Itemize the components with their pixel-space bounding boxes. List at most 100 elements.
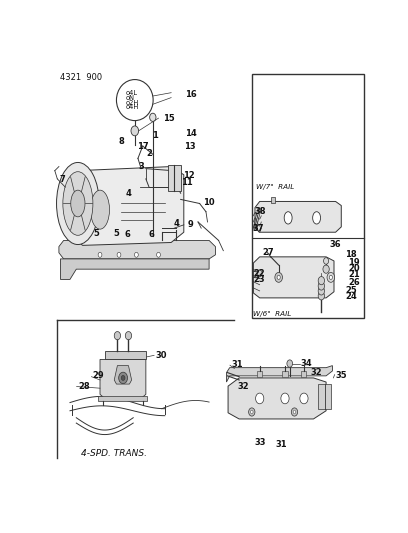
Polygon shape (255, 201, 341, 232)
Polygon shape (253, 257, 334, 298)
Circle shape (318, 282, 324, 290)
Ellipse shape (57, 163, 99, 245)
Text: 4-SPD. TRANS.: 4-SPD. TRANS. (81, 449, 147, 457)
Circle shape (135, 252, 138, 257)
Circle shape (327, 272, 335, 282)
Text: 32: 32 (310, 368, 322, 377)
Circle shape (157, 252, 160, 257)
Circle shape (277, 276, 280, 279)
Circle shape (329, 276, 333, 279)
Text: 26: 26 (348, 278, 360, 287)
Circle shape (117, 252, 121, 257)
Text: oN: oN (125, 95, 134, 101)
Bar (98, 397, 147, 401)
Text: W/6"  RAIL: W/6" RAIL (253, 311, 292, 317)
Text: 6: 6 (124, 230, 130, 239)
Text: 15: 15 (163, 114, 175, 123)
Circle shape (150, 113, 156, 122)
Bar (252, 74, 364, 318)
Text: 23: 23 (253, 275, 265, 284)
Text: 36: 36 (329, 240, 341, 249)
Ellipse shape (313, 212, 321, 224)
Bar (168, 165, 181, 191)
Text: 7: 7 (60, 175, 66, 184)
Text: o4H: o4H (125, 104, 139, 110)
Text: 9: 9 (188, 220, 193, 229)
Text: 20: 20 (348, 264, 360, 273)
Text: 31: 31 (231, 360, 243, 369)
Text: 19: 19 (348, 258, 360, 267)
Text: 34: 34 (301, 359, 313, 368)
Circle shape (323, 265, 329, 273)
Text: 31: 31 (275, 440, 287, 449)
Circle shape (287, 360, 293, 367)
Ellipse shape (84, 178, 116, 241)
Text: 3: 3 (139, 162, 145, 171)
Text: o2H: o2H (125, 100, 139, 106)
Text: 29: 29 (93, 372, 104, 381)
Polygon shape (71, 166, 184, 245)
Text: o4L: o4L (125, 90, 137, 96)
Circle shape (98, 252, 102, 257)
Circle shape (318, 277, 324, 285)
Text: 8: 8 (119, 138, 125, 147)
Text: 30: 30 (155, 351, 167, 360)
Text: 17: 17 (137, 142, 149, 151)
Circle shape (257, 270, 262, 277)
Bar (257, 371, 262, 377)
Text: 13: 13 (184, 142, 195, 151)
Text: 25: 25 (345, 286, 357, 295)
Text: 6: 6 (149, 230, 154, 239)
Bar (282, 371, 288, 377)
Circle shape (293, 410, 296, 414)
Ellipse shape (91, 190, 109, 229)
Text: 14: 14 (185, 129, 197, 138)
Circle shape (255, 393, 264, 404)
Text: 37: 37 (253, 224, 264, 232)
Polygon shape (60, 259, 209, 279)
Text: 2: 2 (146, 149, 152, 158)
Circle shape (300, 393, 308, 404)
Text: 38: 38 (255, 207, 266, 216)
Text: 10: 10 (204, 198, 215, 207)
Text: 4: 4 (174, 219, 180, 228)
Ellipse shape (116, 79, 153, 120)
Circle shape (125, 332, 132, 340)
Circle shape (114, 332, 121, 340)
Bar (271, 197, 275, 204)
Text: 5: 5 (113, 229, 120, 238)
Text: 11: 11 (181, 179, 193, 188)
Text: 24: 24 (345, 292, 357, 301)
Text: 12: 12 (183, 171, 195, 180)
Text: 4321  900: 4321 900 (60, 73, 102, 82)
Circle shape (121, 375, 125, 381)
Polygon shape (226, 366, 333, 382)
Circle shape (275, 272, 282, 282)
Circle shape (131, 126, 139, 136)
Circle shape (251, 410, 253, 414)
Circle shape (324, 257, 328, 264)
Text: 16: 16 (185, 90, 197, 99)
Polygon shape (100, 359, 146, 399)
Circle shape (281, 393, 289, 404)
Polygon shape (59, 240, 215, 259)
Bar (302, 371, 306, 377)
Text: 33: 33 (255, 438, 266, 447)
Bar (105, 351, 146, 359)
Circle shape (318, 287, 324, 295)
Text: 4: 4 (125, 189, 131, 198)
Text: 18: 18 (345, 251, 357, 259)
Ellipse shape (71, 190, 85, 217)
Text: W/7"  RAIL: W/7" RAIL (256, 184, 294, 190)
Polygon shape (228, 378, 326, 419)
Text: 27: 27 (262, 248, 274, 257)
Circle shape (119, 372, 128, 384)
Bar (318, 384, 331, 409)
Ellipse shape (284, 212, 292, 224)
Text: 32: 32 (237, 382, 249, 391)
Text: 5: 5 (93, 229, 99, 238)
Circle shape (318, 292, 324, 300)
Ellipse shape (63, 172, 93, 235)
Text: 35: 35 (335, 372, 347, 381)
Polygon shape (114, 366, 132, 384)
